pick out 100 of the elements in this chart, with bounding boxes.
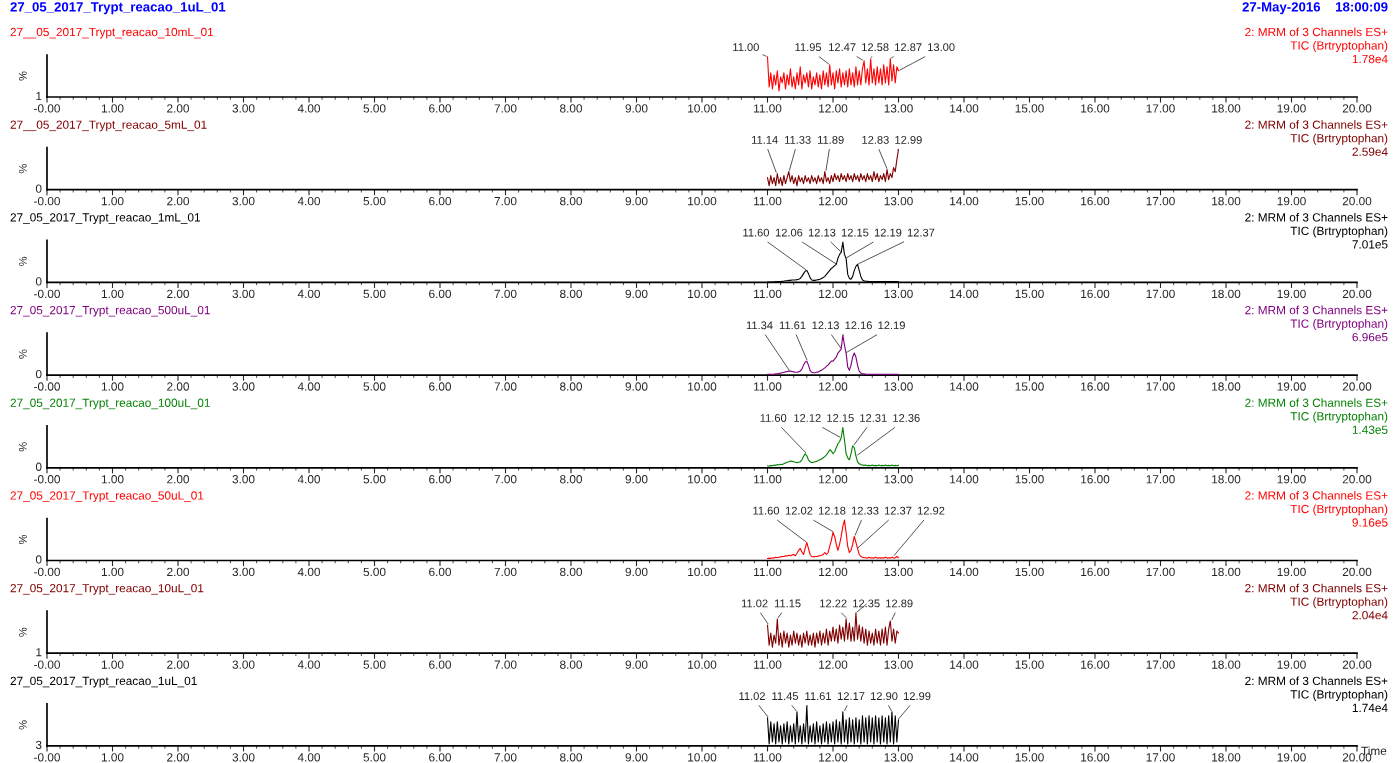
- chart-subtitle: 27_05_2017_Trypt_reacao_1uL_01: [10, 676, 197, 688]
- x-tick-label: 6.00: [429, 104, 452, 113]
- x-tick-label: 4.00: [297, 660, 321, 669]
- annotation: 11.00: [733, 43, 759, 52]
- x-tick-label: 8.00: [560, 753, 583, 762]
- x-tick-label: 18.00: [1212, 289, 1241, 299]
- x-tick-label: 3.00: [232, 567, 255, 577]
- annotation: 13.00: [928, 43, 955, 52]
- chart-subtitle: 27_05_2017_Trypt_reacao_1mL_01: [10, 213, 200, 224]
- annotation: 11.33: [785, 135, 811, 144]
- x-tick-label: 13.00: [884, 660, 913, 669]
- x-tick-label: 14.00: [950, 196, 979, 206]
- annotation: 12.22: [820, 599, 847, 608]
- x-tick-label: 18.00: [1212, 753, 1241, 762]
- x-tick-label: 2.00: [167, 753, 190, 762]
- x-tick-label: -0.00: [34, 567, 60, 577]
- x-tick-label: 3.00: [232, 753, 255, 762]
- x-tick-label: 6.00: [429, 753, 452, 762]
- x-tick-label: 2.00: [167, 382, 190, 391]
- x-tick-label: 16.00: [1081, 660, 1110, 669]
- x-tick-label: 7.00: [494, 382, 517, 391]
- annotation: 11.95: [795, 43, 822, 52]
- text: TIC (Brtryptophan): [1290, 597, 1388, 609]
- x-tick-label: 1.00: [101, 753, 124, 762]
- x-tick-label: 16.00: [1081, 475, 1110, 484]
- annotation: 12.02: [785, 506, 813, 515]
- x-tick-label: 4.00: [297, 475, 321, 484]
- x-tick-label: 20.00: [1342, 289, 1372, 299]
- x-tick-label: 3.00: [232, 475, 255, 484]
- annotation: 11.61: [805, 692, 831, 701]
- annotation: 12.19: [874, 228, 902, 237]
- annotation: 1.74e4: [1352, 703, 1388, 713]
- x-tick-label: 1.00: [101, 475, 124, 484]
- x-tick-label: 8.00: [560, 567, 583, 577]
- x-tick-label: 9.00: [625, 567, 648, 577]
- text: TIC (Brtryptophan): [1290, 133, 1388, 145]
- x-tick-label: 3.00: [232, 196, 255, 206]
- x-tick-label: 19.00: [1277, 289, 1306, 299]
- x-tick-label: 14.00: [950, 567, 979, 577]
- text: 0: [35, 462, 42, 471]
- x-tick-label: 17.00: [1146, 382, 1175, 391]
- x-tick-label: 20.00: [1342, 104, 1372, 113]
- x-tick-label: 3.00: [232, 104, 255, 113]
- annotation: 11.61: [779, 321, 806, 330]
- text: 0: [35, 184, 42, 193]
- text: 0: [35, 555, 42, 564]
- annotation: 12.89: [886, 599, 913, 608]
- x-tick-label: 20.00: [1342, 567, 1372, 577]
- x-tick-label: -0.00: [34, 382, 60, 391]
- x-tick-label: 1.00: [101, 660, 124, 669]
- x-tick-label: -0.00: [34, 196, 60, 206]
- annotation: 12.99: [903, 692, 931, 701]
- annotation: 11.14: [752, 136, 778, 144]
- chart-subtitle: 27__05_2017_Trypt_reacao_5mL_01: [10, 120, 207, 132]
- annotation: 2.04e4: [1352, 611, 1388, 620]
- x-tick-label: 14.00: [950, 753, 979, 762]
- text: 2: MRM of 3 Channels ES+: [1245, 120, 1388, 129]
- x-tick-label: 8.00: [560, 104, 583, 113]
- x-tick-label: 2.00: [167, 660, 190, 669]
- x-tick-label: 1.00: [101, 567, 124, 577]
- x-tick-label: 19.00: [1277, 196, 1306, 206]
- annotation: 11.60: [753, 506, 780, 515]
- x-tick-label: 5.00: [363, 196, 386, 206]
- x-tick-label: 16.00: [1081, 196, 1110, 206]
- annotation: 12.47: [829, 43, 856, 52]
- y-axis-title: %: [18, 256, 27, 266]
- x-tick-label: 13.00: [884, 382, 913, 391]
- text: 27-May-2016 18:00:09: [1242, 2, 1388, 15]
- x-tick-label: 20.00: [1342, 660, 1372, 669]
- x-tick-label: 8.00: [560, 196, 583, 206]
- annotation: 12.06: [775, 228, 803, 237]
- y-axis-title: %: [18, 71, 27, 81]
- x-tick-label: 11.00: [754, 382, 782, 391]
- text: 2: MRM of 3 Channels ES+: [1245, 27, 1388, 37]
- annotation: 11.02: [741, 599, 768, 608]
- text: 1: [36, 91, 42, 101]
- x-tick-label: 1.00: [101, 104, 124, 113]
- x-tick-label: 5.00: [363, 382, 386, 391]
- x-tick-label: 14.00: [950, 289, 979, 299]
- annotation: 12.87: [895, 43, 922, 52]
- annotation: 12.37: [907, 228, 935, 237]
- x-tick-label: 20.00: [1342, 382, 1372, 391]
- annotation: 11.34: [746, 321, 773, 330]
- text: TIC (Brtryptophan): [1290, 689, 1388, 701]
- x-tick-label: 11.00: [754, 753, 782, 762]
- y-axis-title: %: [18, 627, 27, 637]
- x-tick-label: 6.00: [429, 382, 452, 391]
- x-tick-label: 14.00: [950, 475, 979, 484]
- x-tick-label: 4.00: [297, 104, 321, 113]
- x-axis-title: Time: [1361, 746, 1387, 756]
- x-tick-label: 1.00: [101, 289, 124, 299]
- x-tick-label: 9.00: [625, 753, 648, 762]
- x-tick-label: -0.00: [34, 289, 60, 299]
- x-tick-label: 9.00: [625, 196, 648, 206]
- x-tick-label: 19.00: [1277, 475, 1306, 484]
- x-tick-label: 8.00: [560, 382, 583, 391]
- x-tick-label: 16.00: [1081, 289, 1110, 299]
- x-tick-label: 17.00: [1146, 753, 1175, 762]
- annotation: 12.37: [884, 506, 912, 515]
- x-tick-label: 12.00: [819, 475, 848, 484]
